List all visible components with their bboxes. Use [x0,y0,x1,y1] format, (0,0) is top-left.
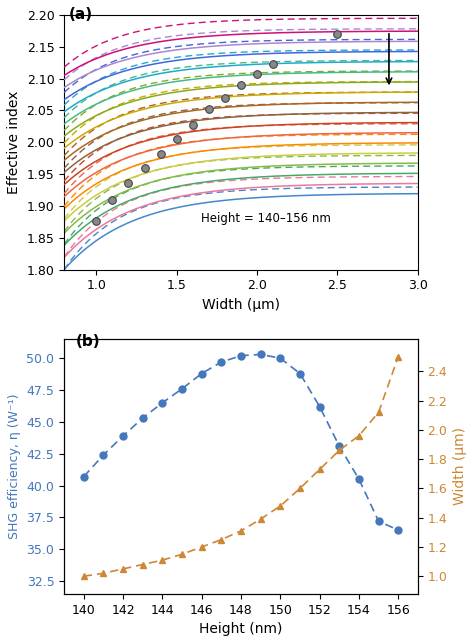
Y-axis label: SHG efficiency, η (W⁻¹): SHG efficiency, η (W⁻¹) [8,394,21,539]
Text: (a): (a) [69,8,93,23]
Y-axis label: Width (μm): Width (μm) [453,428,467,505]
X-axis label: Height (nm): Height (nm) [199,622,283,636]
Text: Height = 140–156 nm: Height = 140–156 nm [201,212,331,225]
Text: (b): (b) [76,334,100,349]
Y-axis label: Effective index: Effective index [7,91,21,194]
X-axis label: Width (μm): Width (μm) [202,298,280,312]
